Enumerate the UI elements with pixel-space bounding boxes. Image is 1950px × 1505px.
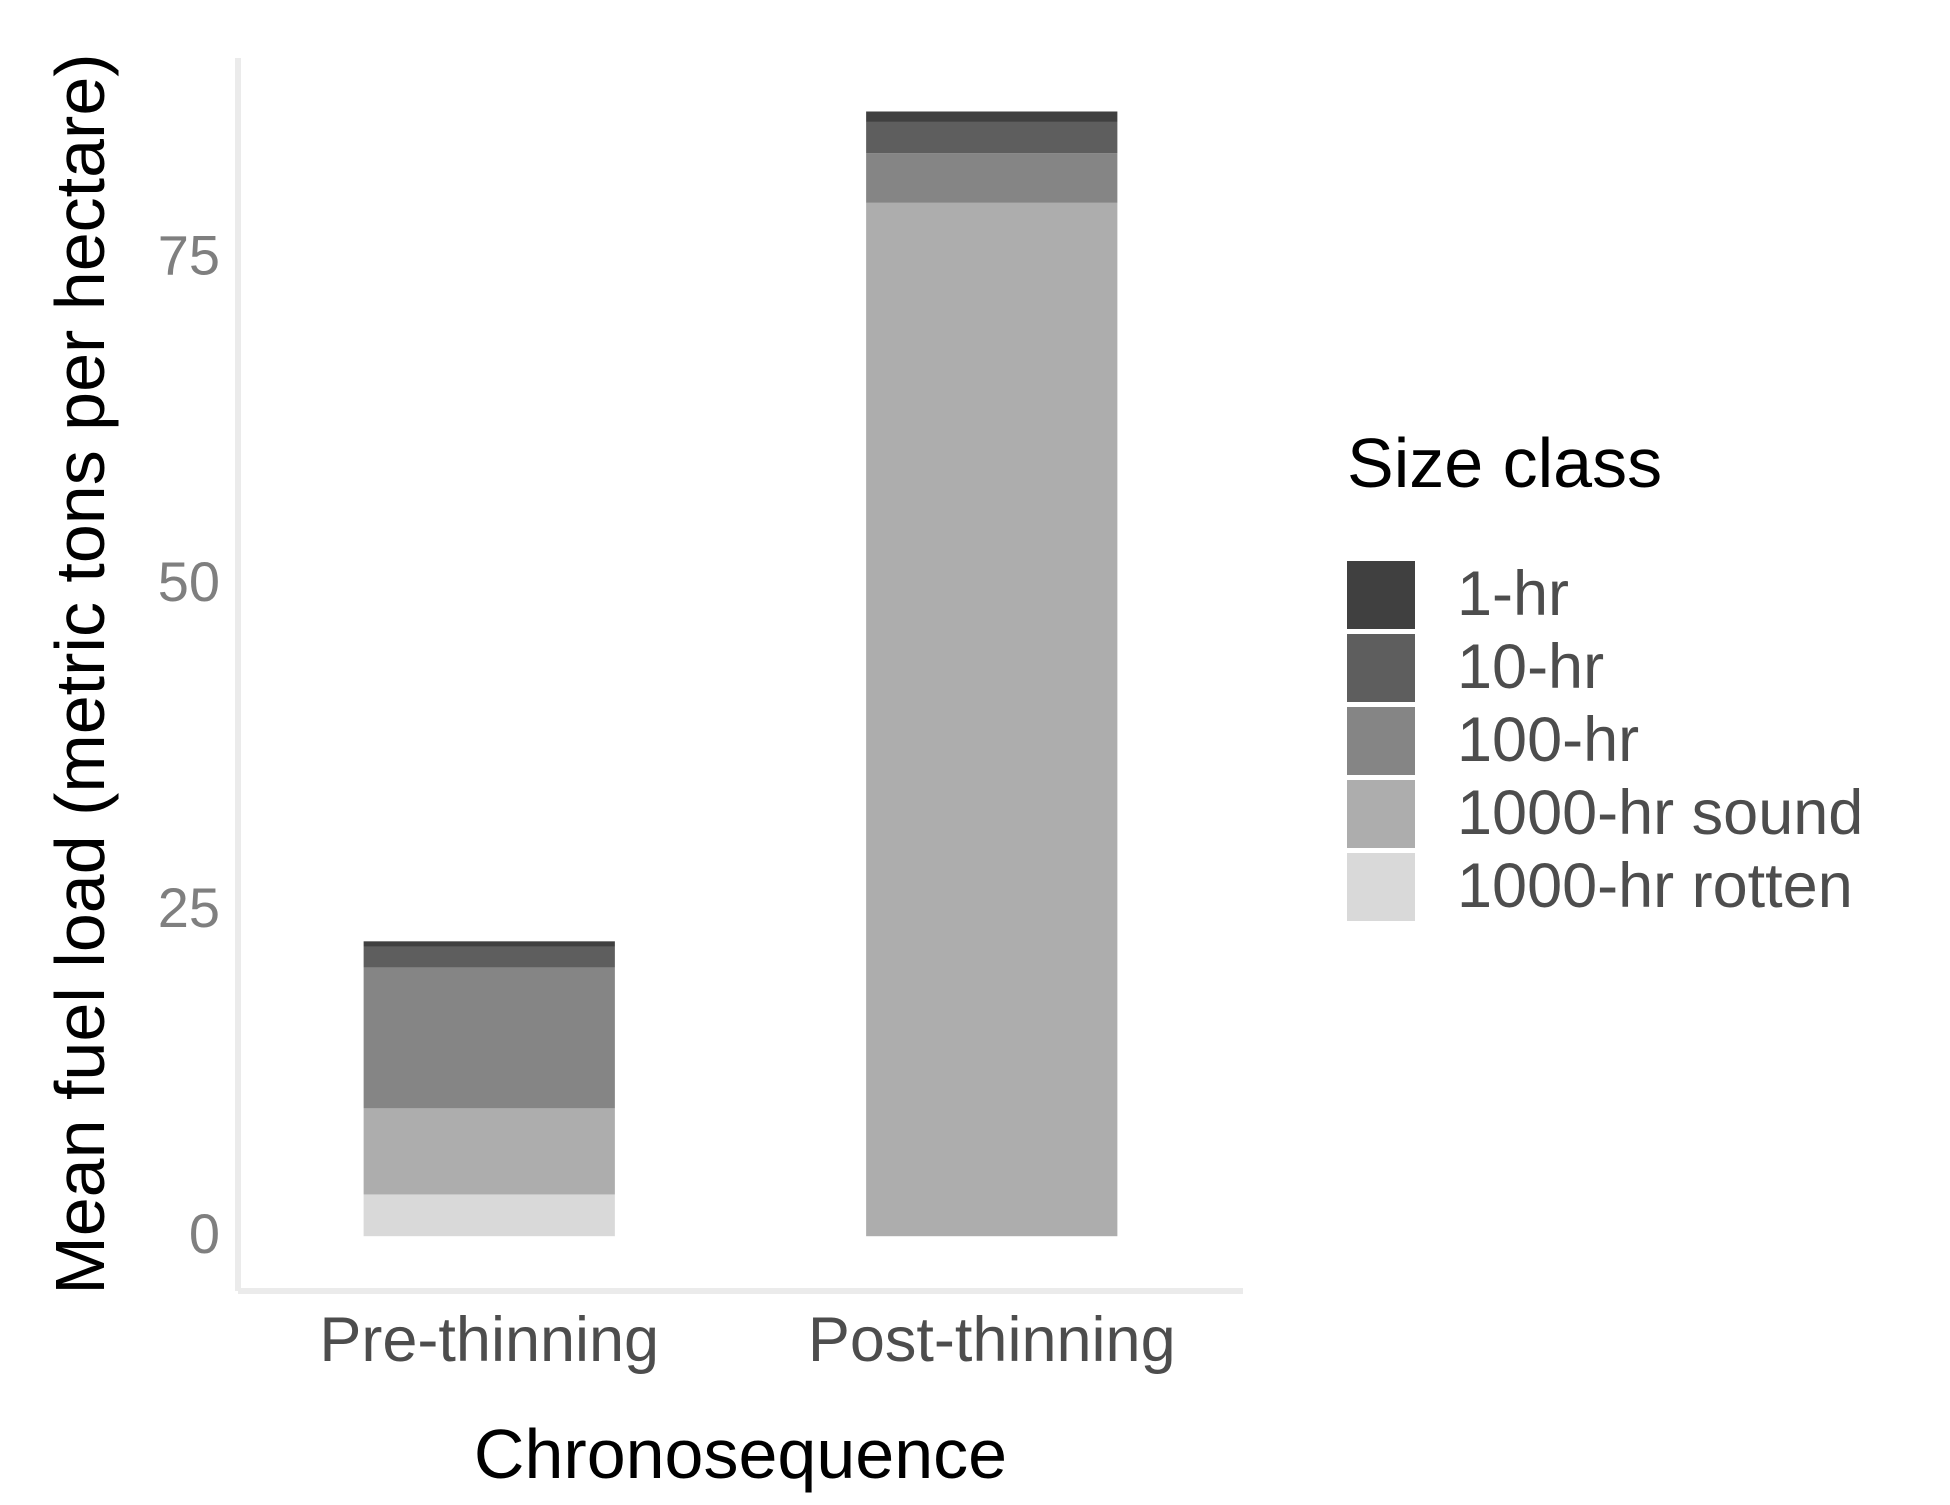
- y-tick-labels: 0 25 50 75: [158, 224, 220, 1266]
- legend-key-10-hr: [1347, 634, 1415, 702]
- legend-title: Size class: [1347, 424, 1662, 502]
- x-tick-labels: Pre-thinning Post-thinning: [319, 1305, 1175, 1375]
- legend-key-1000-hr-sound: [1347, 780, 1415, 848]
- y-axis-title: Mean fuel load (metric tons per hectare): [41, 53, 119, 1294]
- bar-post-thinning-1000-hr-sound: [866, 202, 1118, 1237]
- legend-key-1000-hr-rotten: [1347, 853, 1415, 921]
- y-tick-label-75: 75: [158, 224, 220, 287]
- legend-label-1000-hr-rotten: 1000-hr rotten: [1457, 851, 1853, 921]
- x-axis-title: Chronosequence: [474, 1415, 1007, 1493]
- legend-label-1-hr: 1-hr: [1457, 559, 1569, 629]
- bar-post-thinning-1-hr: [866, 111, 1118, 122]
- bar-post-thinning-10-hr: [866, 121, 1118, 154]
- bars: [363, 111, 1118, 1237]
- bar-pre-thinning-1000-hr-rotten: [363, 1194, 615, 1237]
- legend-key-100-hr: [1347, 707, 1415, 775]
- bar-pre-thinning-1-hr: [363, 941, 615, 947]
- legend-key-1-hr: [1347, 561, 1415, 629]
- legend-label-10-hr: 10-hr: [1457, 632, 1604, 702]
- y-tick-label-50: 50: [158, 550, 220, 613]
- bar-pre-thinning-100-hr: [363, 967, 615, 1109]
- bar-post-thinning-100-hr: [866, 153, 1118, 203]
- bar-pre-thinning-1000-hr-sound: [363, 1108, 615, 1195]
- legend-label-100-hr: 100-hr: [1457, 705, 1639, 775]
- x-tick-label-post-thinning: Post-thinning: [808, 1305, 1176, 1375]
- legend-label-1000-hr-sound: 1000-hr sound: [1457, 778, 1863, 848]
- x-tick-label-pre-thinning: Pre-thinning: [319, 1305, 659, 1375]
- bar-pre-thinning-10-hr: [363, 946, 615, 968]
- y-tick-label-0: 0: [189, 1202, 220, 1265]
- y-tick-label-25: 25: [158, 876, 220, 939]
- axes: [235, 58, 1243, 1294]
